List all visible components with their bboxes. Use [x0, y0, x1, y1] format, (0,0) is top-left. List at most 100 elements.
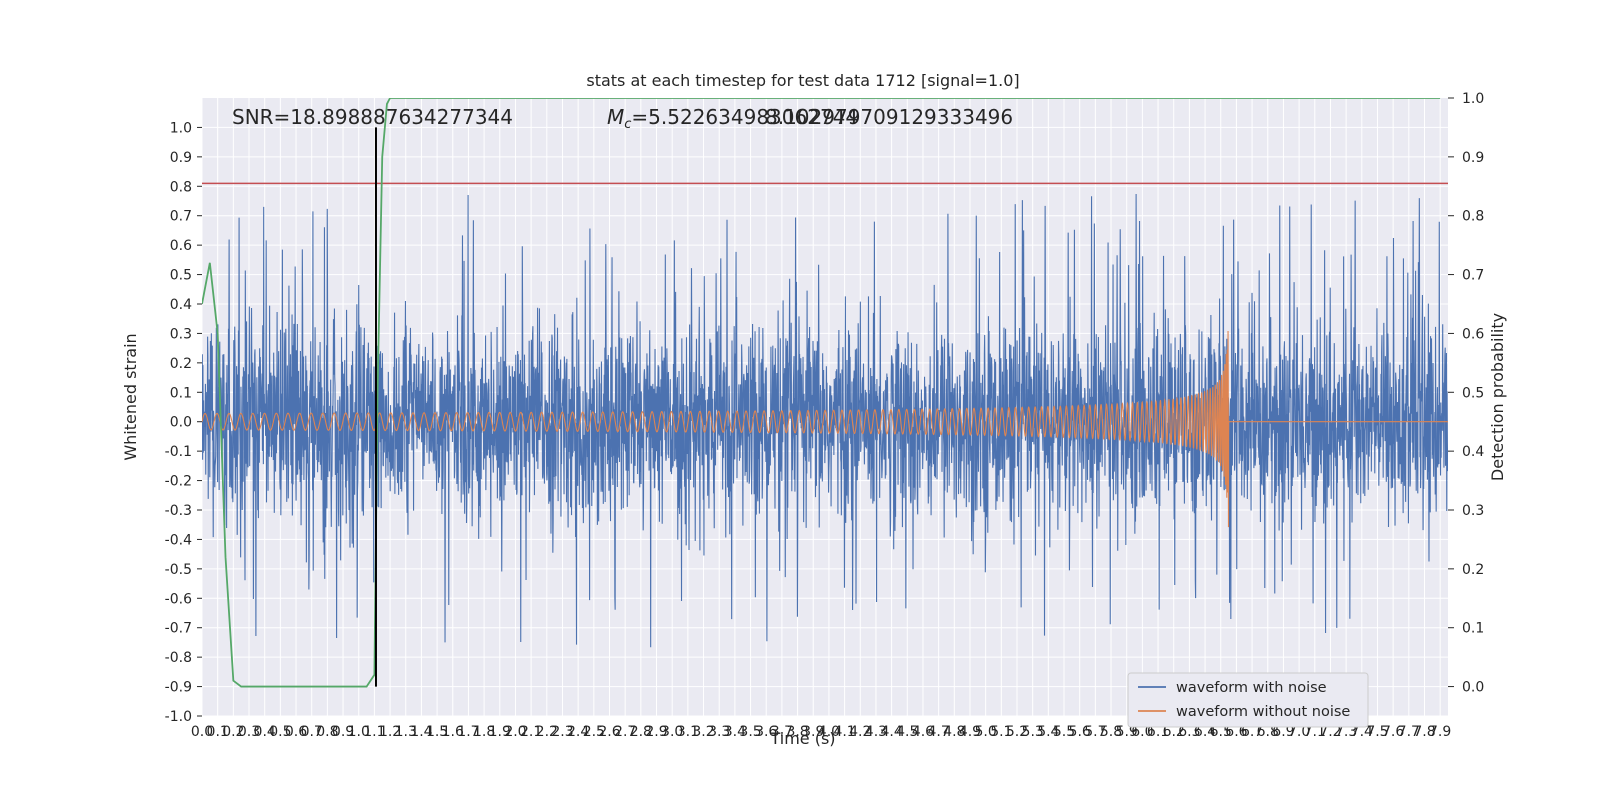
x-tick-label: 6.6 — [1225, 724, 1247, 740]
x-tick-label: 6.2 — [1163, 724, 1185, 740]
x-tick-label: 3.2 — [692, 724, 714, 740]
x-tick-label: 5.7 — [1084, 724, 1106, 740]
x-tick-label: 0.0 — [191, 724, 213, 740]
x-tick-label: 7.7 — [1398, 724, 1420, 740]
y-tick-label: 1.0 — [170, 120, 192, 136]
x-tick-label: 2.3 — [551, 724, 573, 740]
x-tick-label: 5.2 — [1006, 724, 1028, 740]
y-tick-label: 0.7 — [170, 209, 192, 225]
x-tick-label: 3.1 — [677, 724, 699, 740]
x-tick-label: 2.8 — [630, 724, 652, 740]
x-tick-label: 0.1 — [207, 724, 229, 740]
overlapping-annotation: 8.102979709129333496 — [765, 105, 1013, 129]
x-tick-label: 7.2 — [1319, 724, 1341, 740]
y-tick-label: 0.6 — [170, 238, 192, 254]
legend: waveform with noise waveform without noi… — [1127, 672, 1369, 728]
x-tick-label: 3.9 — [802, 724, 824, 740]
right-y-tick-label: 0.1 — [1462, 621, 1484, 637]
right-y-tick-label: 0.0 — [1462, 680, 1484, 696]
y-tick-label: 0.0 — [170, 415, 192, 431]
x-tick-label: 1.2 — [379, 724, 401, 740]
y-tick-label: -0.7 — [165, 621, 192, 637]
x-tick-label: 6.5 — [1210, 724, 1232, 740]
x-tick-label: 4.5 — [896, 724, 918, 740]
chirp-mass-value: =5.522634983062744 — [631, 105, 858, 129]
x-tick-label: 3.0 — [661, 724, 683, 740]
x-tick-label: 2.1 — [520, 724, 542, 740]
x-tick-label: 5.5 — [1053, 724, 1075, 740]
x-tick-label: 0.9 — [332, 724, 354, 740]
chirp-mass-annotation: Mc=5.522634983062744 — [607, 105, 858, 132]
legend-box — [1127, 672, 1369, 728]
x-tick-label: 1.6 — [442, 724, 464, 740]
x-tick-label: 1.5 — [426, 724, 448, 740]
x-axis-ticks: 0.00.10.20.30.40.50.60.70.80.91.01.11.21… — [191, 724, 1451, 740]
x-tick-label: 6.4 — [1194, 724, 1216, 740]
y-tick-label: -1.0 — [165, 709, 192, 725]
x-tick-label: 6.1 — [1147, 724, 1169, 740]
x-tick-label: 4.6 — [912, 724, 934, 740]
chirp-mass-symbol: M — [607, 105, 624, 129]
x-tick-label: 1.9 — [489, 724, 511, 740]
y-tick-label: 0.1 — [170, 385, 192, 401]
x-tick-label: 5.3 — [1022, 724, 1044, 740]
y-tick-label: -0.1 — [165, 444, 192, 460]
x-tick-label: 3.8 — [786, 724, 808, 740]
x-tick-label: 4.2 — [849, 724, 871, 740]
right-y-axis-ticks: 0.0 0.1 0.2 0.3 0.4 0.5 0.6 0.7 0.8 0.9 1.0 — [1448, 91, 1484, 696]
right-y-tick-label: 0.9 — [1462, 150, 1484, 166]
x-tick-label: 1.8 — [473, 724, 495, 740]
x-tick-label: 3.7 — [771, 724, 793, 740]
x-tick-label: 2.5 — [583, 724, 605, 740]
x-tick-label: 3.6 — [755, 724, 777, 740]
legend-label-noise: waveform with noise — [1176, 680, 1327, 696]
x-tick-label: 4.3 — [865, 724, 887, 740]
x-tick-label: 4.0 — [818, 724, 840, 740]
x-tick-label: 2.0 — [504, 724, 526, 740]
right-y-tick-label: 0.7 — [1462, 268, 1484, 284]
x-tick-label: 3.4 — [724, 724, 746, 740]
x-tick-label: 3.5 — [739, 724, 761, 740]
x-tick-label: 6.0 — [1131, 724, 1153, 740]
right-y-tick-label: 0.4 — [1462, 444, 1484, 460]
x-tick-label: 6.9 — [1272, 724, 1294, 740]
y-tick-label: -0.4 — [165, 532, 192, 548]
y-tick-label: -0.5 — [165, 562, 192, 578]
chart-title: stats at each timestep for test data 171… — [586, 71, 1019, 90]
x-tick-label: 2.4 — [567, 724, 589, 740]
x-tick-label: 7.1 — [1304, 724, 1326, 740]
right-y-axis-label: Detection probability — [1488, 313, 1507, 481]
right-y-tick-label: 1.0 — [1462, 91, 1484, 107]
chirp-mass-subscript: c — [624, 117, 631, 132]
x-tick-label: 0.4 — [254, 724, 276, 740]
x-tick-label: 6.8 — [1257, 724, 1279, 740]
x-tick-label: 0.2 — [222, 724, 244, 740]
right-y-tick-label: 0.6 — [1462, 326, 1484, 342]
y-tick-label: 0.5 — [170, 268, 192, 284]
x-tick-label: 7.3 — [1335, 724, 1357, 740]
x-tick-label: 2.7 — [614, 724, 636, 740]
x-tick-label: 5.9 — [1116, 724, 1138, 740]
x-tick-label: 1.1 — [363, 724, 385, 740]
x-tick-label: 0.3 — [238, 724, 260, 740]
x-tick-label: 4.8 — [943, 724, 965, 740]
x-tick-label: 1.3 — [395, 724, 417, 740]
x-tick-label: 2.6 — [598, 724, 620, 740]
plot-content — [202, 98, 1448, 688]
right-y-tick-label: 0.3 — [1462, 503, 1484, 519]
y-tick-label: -0.8 — [165, 650, 192, 666]
y-axis-label: Whitened strain — [121, 333, 140, 460]
right-y-tick-label: 0.5 — [1462, 385, 1484, 401]
waveform-without-noise-line — [202, 331, 1448, 528]
y-tick-label: -0.9 — [165, 680, 192, 696]
x-tick-label: 7.9 — [1429, 724, 1451, 740]
x-tick-label: 0.7 — [301, 724, 323, 740]
x-tick-label: 6.3 — [1178, 724, 1200, 740]
x-tick-label: 5.6 — [1069, 724, 1091, 740]
legend-label-clean: waveform without noise — [1176, 704, 1350, 720]
x-tick-label: 5.0 — [975, 724, 997, 740]
x-tick-label: 4.4 — [880, 724, 902, 740]
x-tick-label: 2.9 — [645, 724, 667, 740]
x-tick-label: 1.0 — [348, 724, 370, 740]
